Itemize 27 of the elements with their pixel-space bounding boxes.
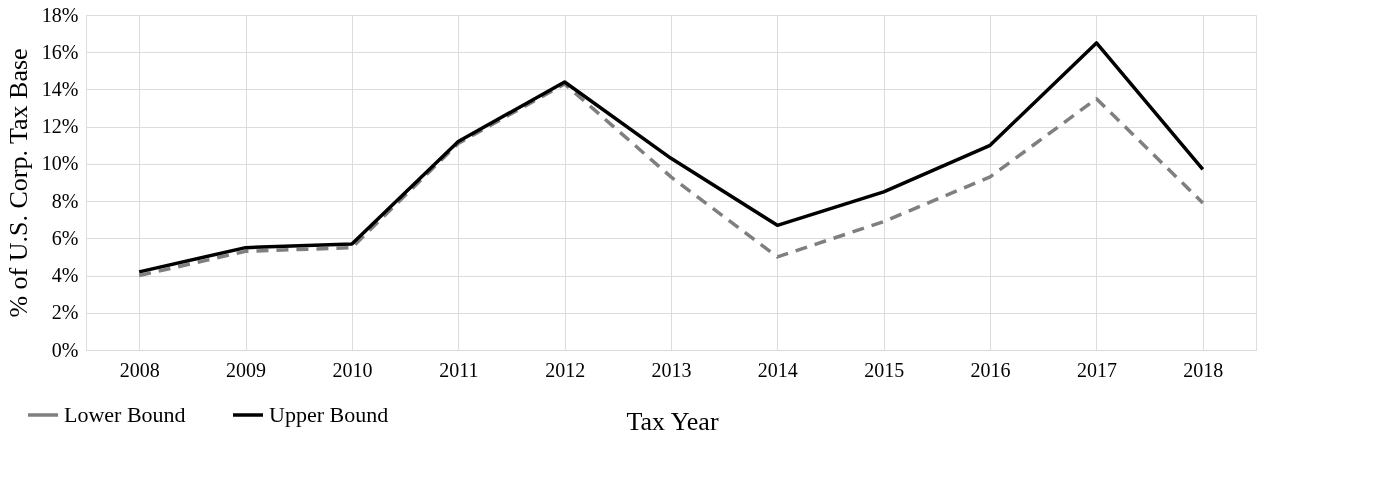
- y-tick-label: 14%: [41, 77, 79, 100]
- x-axis-title: Tax Year: [626, 406, 719, 436]
- y-tick-label: 6%: [51, 226, 79, 249]
- y-tick-label: 4%: [51, 264, 79, 287]
- x-tick-label: 2015: [864, 358, 905, 381]
- x-tick-label: 2009: [226, 358, 267, 381]
- x-tick-label: 2010: [332, 358, 373, 381]
- y-tick-label: 10%: [41, 152, 79, 175]
- y-tick-label: 0%: [51, 338, 79, 361]
- y-tick-label: 12%: [41, 115, 79, 138]
- y-tick-label: 8%: [51, 189, 79, 212]
- x-tick-label: 2014: [757, 358, 798, 381]
- y-tick-label: 2%: [51, 301, 79, 324]
- x-tick-label: 2016: [970, 358, 1011, 381]
- legend-label: Lower Bound: [64, 402, 186, 427]
- x-tick-label: 2011: [439, 358, 479, 381]
- x-tick-label: 2008: [119, 358, 160, 381]
- x-tick-label: 2013: [651, 358, 692, 381]
- x-tick-label: 2017: [1076, 358, 1117, 381]
- legend-label: Upper Bound: [269, 402, 389, 427]
- x-tick-label: 2012: [545, 358, 586, 381]
- x-tick-label: 2018: [1183, 358, 1224, 381]
- y-axis-title: % of U.S. Corp. Tax Base: [3, 48, 33, 318]
- y-tick-label: 18%: [41, 3, 79, 26]
- line-series: [137, 41, 1205, 274]
- y-tick-label: 16%: [41, 40, 79, 63]
- line-series: [137, 82, 1205, 278]
